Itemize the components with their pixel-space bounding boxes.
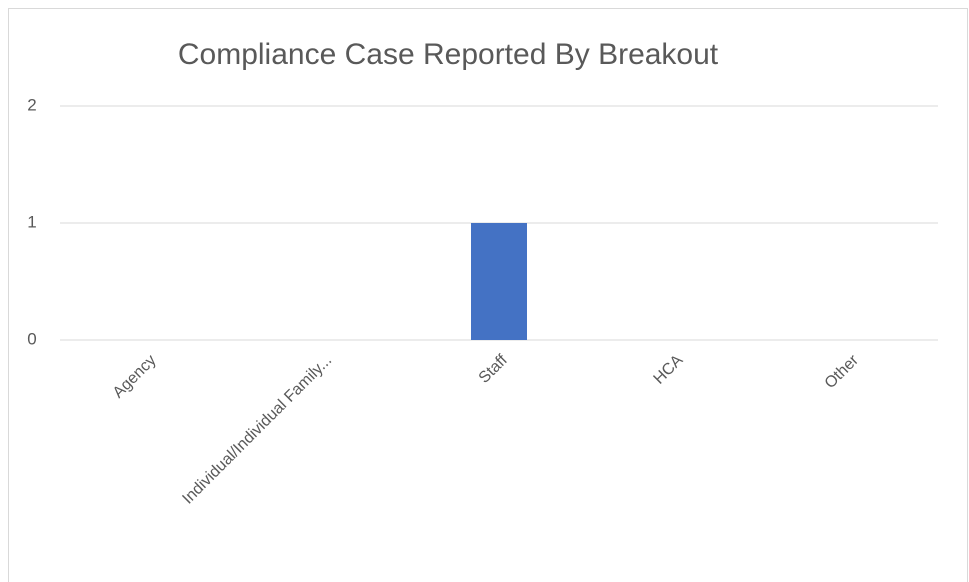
y-tick-label: 2 (27, 95, 36, 114)
y-tick-label: 0 (27, 329, 36, 348)
bar (471, 223, 527, 340)
chart-title: Compliance Case Reported By Breakout (178, 38, 719, 71)
y-tick-label: 1 (27, 212, 36, 231)
